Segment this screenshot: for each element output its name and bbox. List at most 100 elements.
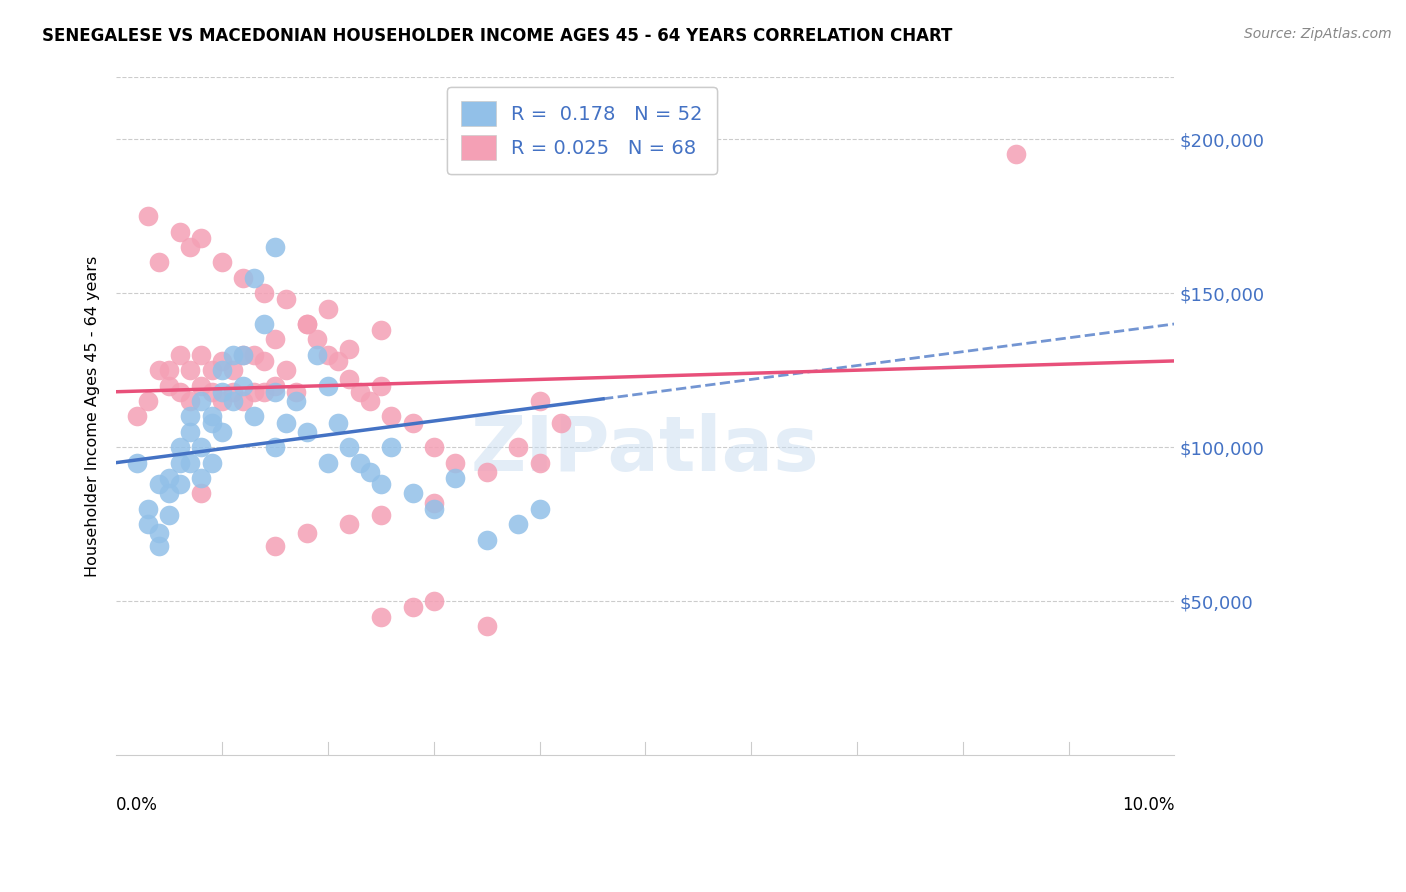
Point <box>200 456 222 470</box>
Point <box>401 486 423 500</box>
Point <box>200 384 222 399</box>
Point <box>157 471 180 485</box>
Point <box>370 378 392 392</box>
Point <box>179 363 201 377</box>
Point <box>337 372 360 386</box>
Point <box>349 456 371 470</box>
Point <box>274 293 297 307</box>
Point <box>253 384 276 399</box>
Point <box>179 240 201 254</box>
Point <box>316 348 339 362</box>
Point <box>370 477 392 491</box>
Point <box>295 317 318 331</box>
Point <box>508 440 530 454</box>
Point <box>508 517 530 532</box>
Point <box>136 209 159 223</box>
Point <box>190 230 212 244</box>
Point <box>169 384 191 399</box>
Point <box>422 594 444 608</box>
Point <box>253 317 276 331</box>
Point <box>127 456 149 470</box>
Point <box>148 539 170 553</box>
Point <box>264 384 287 399</box>
Point <box>157 508 180 522</box>
Point <box>264 539 287 553</box>
Point <box>529 456 551 470</box>
Point <box>316 456 339 470</box>
Point <box>211 363 233 377</box>
Point <box>529 394 551 409</box>
Point <box>211 394 233 409</box>
Point <box>295 317 318 331</box>
Point <box>401 416 423 430</box>
Point <box>169 348 191 362</box>
Point <box>157 363 180 377</box>
Point <box>295 526 318 541</box>
Point <box>127 409 149 424</box>
Point <box>307 332 329 346</box>
Point <box>274 416 297 430</box>
Point <box>285 384 308 399</box>
Point <box>221 363 243 377</box>
Point <box>148 477 170 491</box>
Point <box>444 471 467 485</box>
Point <box>148 363 170 377</box>
Point <box>169 456 191 470</box>
Point <box>157 486 180 500</box>
Point <box>529 501 551 516</box>
Point <box>337 342 360 356</box>
Point <box>221 348 243 362</box>
Point <box>422 501 444 516</box>
Point <box>422 496 444 510</box>
Y-axis label: Householder Income Ages 45 - 64 years: Householder Income Ages 45 - 64 years <box>86 256 100 577</box>
Point <box>200 363 222 377</box>
Point <box>370 609 392 624</box>
Point <box>211 425 233 439</box>
Point <box>211 384 233 399</box>
Point <box>232 394 254 409</box>
Point <box>337 517 360 532</box>
Point <box>295 425 318 439</box>
Point <box>179 394 201 409</box>
Text: 10.0%: 10.0% <box>1122 796 1174 814</box>
Point <box>253 354 276 368</box>
Point <box>264 240 287 254</box>
Point <box>221 384 243 399</box>
Point <box>169 225 191 239</box>
Point <box>285 394 308 409</box>
Point <box>136 501 159 516</box>
Point <box>148 255 170 269</box>
Point <box>243 409 266 424</box>
Point <box>328 354 350 368</box>
Point <box>200 409 222 424</box>
Point <box>136 517 159 532</box>
Point <box>475 619 498 633</box>
Point <box>179 409 201 424</box>
Point <box>444 456 467 470</box>
Point <box>148 526 170 541</box>
Point <box>232 348 254 362</box>
Point <box>211 354 233 368</box>
Point <box>307 348 329 362</box>
Text: ZIPatlas: ZIPatlas <box>471 413 820 487</box>
Point <box>359 394 381 409</box>
Point <box>136 394 159 409</box>
Point <box>221 394 243 409</box>
Point <box>169 440 191 454</box>
Point <box>316 301 339 316</box>
Point <box>169 477 191 491</box>
Point <box>243 384 266 399</box>
Point <box>190 486 212 500</box>
Point <box>190 348 212 362</box>
Text: SENEGALESE VS MACEDONIAN HOUSEHOLDER INCOME AGES 45 - 64 YEARS CORRELATION CHART: SENEGALESE VS MACEDONIAN HOUSEHOLDER INC… <box>42 27 952 45</box>
Point <box>550 416 572 430</box>
Point <box>232 270 254 285</box>
Point <box>475 465 498 479</box>
Legend: R =  0.178   N = 52, R = 0.025   N = 68: R = 0.178 N = 52, R = 0.025 N = 68 <box>447 87 717 174</box>
Point <box>337 440 360 454</box>
Point <box>232 348 254 362</box>
Point <box>157 378 180 392</box>
Point <box>190 378 212 392</box>
Point <box>179 425 201 439</box>
Point <box>475 533 498 547</box>
